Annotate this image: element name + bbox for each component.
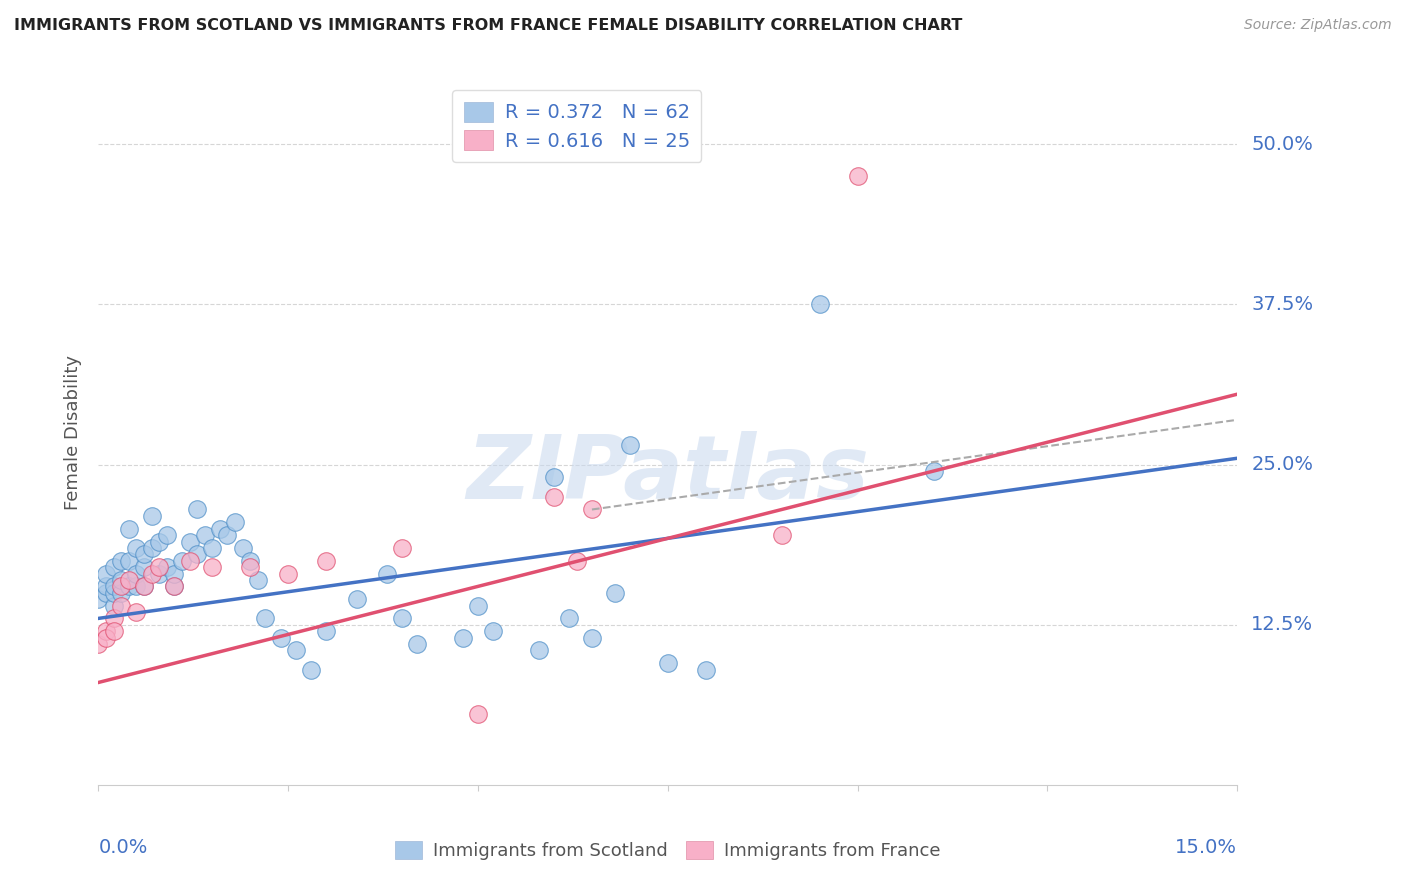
Point xyxy=(565,554,588,568)
Point xyxy=(186,547,208,561)
Point xyxy=(141,541,163,555)
Point xyxy=(103,624,125,639)
Point xyxy=(110,554,132,568)
Point xyxy=(170,554,193,568)
Point xyxy=(315,554,337,568)
Point xyxy=(482,624,505,639)
Point xyxy=(125,579,148,593)
Point xyxy=(118,554,141,568)
Point xyxy=(148,560,170,574)
Point xyxy=(391,541,413,555)
Point xyxy=(110,579,132,593)
Point xyxy=(208,522,231,536)
Point xyxy=(132,547,155,561)
Point xyxy=(103,599,125,613)
Point xyxy=(315,624,337,639)
Point xyxy=(277,566,299,581)
Point xyxy=(87,592,110,607)
Point xyxy=(141,508,163,523)
Point xyxy=(94,566,117,581)
Point xyxy=(103,611,125,625)
Point xyxy=(224,516,246,530)
Point xyxy=(239,560,262,574)
Point xyxy=(179,554,201,568)
Point xyxy=(375,566,398,581)
Point xyxy=(110,599,132,613)
Text: 12.5%: 12.5% xyxy=(1251,615,1313,634)
Y-axis label: Female Disability: Female Disability xyxy=(65,355,83,510)
Point xyxy=(148,566,170,581)
Point xyxy=(299,663,322,677)
Point xyxy=(103,579,125,593)
Point xyxy=(467,599,489,613)
Point xyxy=(346,592,368,607)
Point xyxy=(148,534,170,549)
Point xyxy=(194,528,217,542)
Point xyxy=(186,502,208,516)
Point xyxy=(94,624,117,639)
Text: 25.0%: 25.0% xyxy=(1251,455,1313,475)
Point xyxy=(695,663,717,677)
Point xyxy=(391,611,413,625)
Point xyxy=(87,637,110,651)
Point xyxy=(118,522,141,536)
Point xyxy=(110,586,132,600)
Point xyxy=(239,554,262,568)
Point xyxy=(270,631,292,645)
Text: 37.5%: 37.5% xyxy=(1251,295,1313,314)
Point xyxy=(125,566,148,581)
Point xyxy=(156,528,179,542)
Point xyxy=(246,573,269,587)
Point xyxy=(94,579,117,593)
Point xyxy=(163,579,186,593)
Point xyxy=(543,490,565,504)
Point xyxy=(846,169,869,184)
Point xyxy=(581,631,603,645)
Point xyxy=(657,657,679,671)
Point xyxy=(125,541,148,555)
Point xyxy=(118,573,141,587)
Point xyxy=(543,470,565,484)
Point xyxy=(118,579,141,593)
Point xyxy=(406,637,429,651)
Point xyxy=(132,579,155,593)
Point xyxy=(163,579,186,593)
Text: 0.0%: 0.0% xyxy=(98,838,148,857)
Point xyxy=(527,643,550,657)
Point xyxy=(132,579,155,593)
Text: Source: ZipAtlas.com: Source: ZipAtlas.com xyxy=(1244,18,1392,32)
Point xyxy=(103,560,125,574)
Text: 15.0%: 15.0% xyxy=(1175,838,1237,857)
Point xyxy=(232,541,254,555)
Point xyxy=(619,438,641,452)
Point xyxy=(581,502,603,516)
Text: IMMIGRANTS FROM SCOTLAND VS IMMIGRANTS FROM FRANCE FEMALE DISABILITY CORRELATION: IMMIGRANTS FROM SCOTLAND VS IMMIGRANTS F… xyxy=(14,18,963,33)
Point xyxy=(770,528,793,542)
Point xyxy=(603,586,626,600)
Point xyxy=(451,631,474,645)
Point xyxy=(558,611,581,625)
Point xyxy=(808,297,831,311)
Point xyxy=(284,643,307,657)
Point xyxy=(179,534,201,549)
Text: ZIPatlas: ZIPatlas xyxy=(467,432,869,518)
Point xyxy=(467,707,489,722)
Point xyxy=(132,560,155,574)
Point xyxy=(217,528,239,542)
Point xyxy=(163,566,186,581)
Point xyxy=(103,586,125,600)
Point xyxy=(110,573,132,587)
Text: 50.0%: 50.0% xyxy=(1251,135,1313,153)
Point xyxy=(922,464,945,478)
Point xyxy=(141,566,163,581)
Point xyxy=(94,586,117,600)
Point xyxy=(254,611,277,625)
Point xyxy=(201,560,224,574)
Point xyxy=(94,631,117,645)
Point xyxy=(156,560,179,574)
Point xyxy=(125,605,148,619)
Legend: Immigrants from Scotland, Immigrants from France: Immigrants from Scotland, Immigrants fro… xyxy=(388,834,948,868)
Point xyxy=(201,541,224,555)
